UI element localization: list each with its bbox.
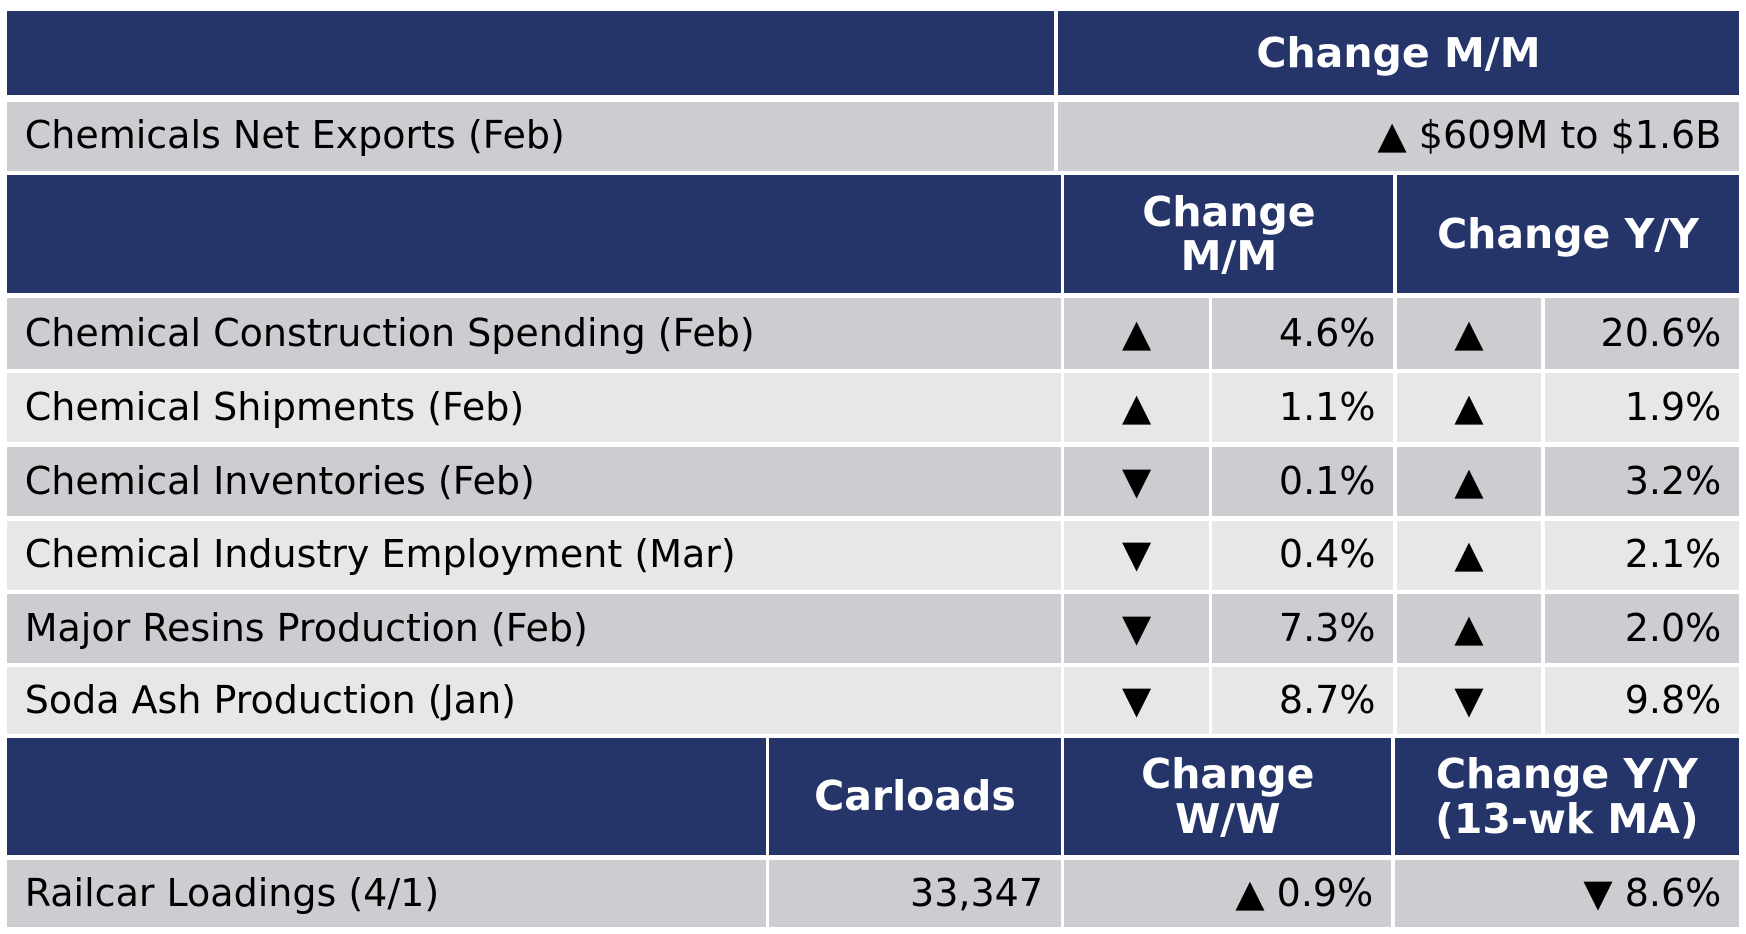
row-value: 4.6% [1212, 298, 1394, 369]
row-label-text: Chemicals Net Exports (Feb) [24, 113, 565, 158]
direction-text: ▲ [1454, 310, 1484, 355]
row-value: ▲ $609M to $1.6B [1057, 101, 1740, 171]
header-cell-text: M/M [1180, 232, 1278, 281]
row-value: ▼ 8.6% [1394, 860, 1740, 928]
row-label: Major Resins Production (Feb) [6, 594, 1062, 663]
direction-text: ▼ [1121, 532, 1152, 577]
row-value-text: 20.6% [1600, 310, 1722, 355]
header-cell-text: (13-wk MA) [1435, 794, 1699, 843]
direction: ▲ [1396, 520, 1542, 590]
row-value-text: 2.0% [1624, 605, 1722, 650]
row-label-text: Chemical Shipments (Feb) [24, 384, 525, 429]
direction: ▼ [1064, 446, 1209, 517]
header-blank [6, 175, 1062, 293]
row-value-text: 33,347 [910, 870, 1044, 915]
row-value: 9.8% [1544, 666, 1740, 734]
row-value-text: 0.1% [1278, 458, 1376, 503]
header-cell-text: Change Y/Y [1437, 209, 1699, 258]
direction-text: ▼ [1121, 605, 1152, 650]
header-blank [6, 738, 766, 855]
header-cell: Carloads [768, 738, 1062, 855]
row-value-text: ▲ $609M to $1.6B [1377, 113, 1722, 158]
direction: ▲ [1064, 298, 1209, 369]
direction-text: ▲ [1121, 384, 1152, 429]
header-cell: Change M/M [1057, 11, 1740, 95]
direction-text: ▼ [1121, 458, 1152, 503]
row-value-text: 3.2% [1624, 458, 1722, 503]
row-label-text: Soda Ash Production (Jan) [24, 677, 516, 722]
direction: ▲ [1064, 373, 1209, 443]
row-label-text: Chemical Industry Employment (Mar) [24, 532, 736, 577]
row-value-text: 2.1% [1624, 532, 1722, 577]
header-cell: Change Y/Y [1396, 175, 1740, 293]
row-label: Chemical Inventories (Feb) [6, 446, 1062, 517]
row-value: 2.1% [1544, 520, 1740, 590]
row-label-text: Chemical Construction Spending (Feb) [24, 310, 755, 355]
direction: ▲ [1396, 594, 1542, 663]
row-value: 2.0% [1544, 594, 1740, 663]
row-label-text: Railcar Loadings (4/1) [24, 870, 440, 915]
row-value: 1.9% [1544, 373, 1740, 443]
header-cell: Change M/M [1064, 175, 1394, 293]
row-value-text: ▼ 8.6% [1583, 870, 1722, 915]
direction-text: ▲ [1454, 384, 1484, 429]
row-value: 20.6% [1544, 298, 1740, 369]
row-label: Soda Ash Production (Jan) [6, 666, 1062, 734]
direction: ▲ [1396, 446, 1542, 517]
direction-text: ▲ [1454, 532, 1484, 577]
row-label: Chemical Shipments (Feb) [6, 373, 1062, 443]
header-cell: Change Y/Y (13-wk MA) [1394, 738, 1740, 855]
direction-text: ▼ [1454, 677, 1484, 722]
row-value-text: 7.3% [1278, 605, 1376, 650]
row-value-text: ▲ 0.9% [1235, 870, 1374, 915]
row-value-text: 4.6% [1278, 310, 1376, 355]
row-value: 0.1% [1212, 446, 1394, 517]
header-cell-text: Carloads [814, 772, 1016, 821]
header-blank [6, 11, 1055, 95]
row-value: 0.4% [1212, 520, 1394, 590]
header-cell-text: Change Y/Y [1435, 750, 1698, 799]
header-cell-text: Change M/M [1256, 28, 1541, 77]
direction: ▼ [1064, 666, 1209, 734]
row-value: 8.7% [1212, 666, 1394, 734]
row-value: 7.3% [1212, 594, 1394, 663]
direction: ▼ [1064, 594, 1209, 663]
row-value-text: 1.9% [1624, 384, 1722, 429]
row-value-text: 9.8% [1624, 677, 1722, 722]
row-value-text: 1.1% [1278, 384, 1376, 429]
direction: ▲ [1396, 373, 1542, 443]
direction: ▼ [1064, 520, 1209, 590]
row-value-text: 8.7% [1278, 677, 1376, 722]
direction: ▼ [1396, 666, 1542, 734]
row-label: Railcar Loadings (4/1) [6, 860, 766, 928]
header-cell-text: W/W [1175, 794, 1281, 843]
header-cell-text: Change [1142, 187, 1316, 236]
row-value: 1.1% [1212, 373, 1394, 443]
row-label-text: Chemical Inventories (Feb) [24, 458, 535, 503]
direction-text: ▲ [1454, 458, 1484, 503]
header-cell: Change W/W [1064, 738, 1392, 855]
row-label: Chemicals Net Exports (Feb) [6, 101, 1055, 171]
row-value: 3.2% [1544, 446, 1740, 517]
header-cell-text: Change [1141, 750, 1315, 799]
direction-text: ▲ [1121, 310, 1152, 355]
direction: ▲ [1396, 298, 1542, 369]
row-label: Chemical Industry Employment (Mar) [6, 520, 1062, 590]
row-label: Chemical Construction Spending (Feb) [6, 298, 1062, 369]
direction-text: ▼ [1121, 677, 1152, 722]
row-label-text: Major Resins Production (Feb) [24, 605, 588, 650]
row-value-text: 0.4% [1278, 532, 1376, 577]
direction-text: ▲ [1454, 605, 1484, 650]
row-value: ▲ 0.9% [1064, 860, 1392, 928]
row-value: 33,347 [768, 860, 1062, 928]
